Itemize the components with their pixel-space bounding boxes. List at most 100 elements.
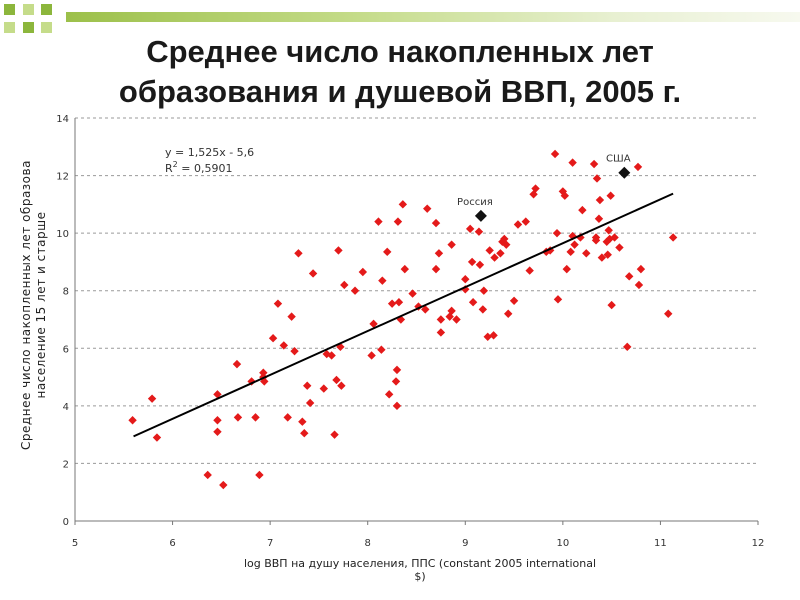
decor-square-3 bbox=[41, 4, 52, 15]
data-point bbox=[273, 299, 283, 308]
data-point bbox=[398, 200, 408, 209]
data-point bbox=[625, 272, 634, 281]
x-tick-label: 6 bbox=[169, 538, 175, 549]
data-point bbox=[319, 384, 329, 393]
data-point bbox=[485, 246, 494, 255]
data-point bbox=[594, 214, 604, 223]
data-point bbox=[337, 381, 346, 390]
data-point bbox=[597, 253, 607, 262]
x-tick-label: 8 bbox=[365, 538, 371, 549]
decor-square-1 bbox=[4, 4, 15, 15]
data-point bbox=[483, 332, 492, 341]
data-point bbox=[615, 243, 624, 252]
data-point bbox=[377, 345, 386, 354]
data-point bbox=[334, 246, 343, 255]
data-point bbox=[623, 342, 632, 352]
data-point bbox=[308, 269, 318, 278]
data-point bbox=[303, 381, 312, 390]
data-point bbox=[529, 190, 538, 199]
data-point bbox=[558, 187, 568, 196]
y-axis-label: Среднее число накопленных лет образова н… bbox=[19, 140, 49, 470]
data-point bbox=[393, 217, 403, 226]
data-point bbox=[369, 319, 378, 329]
data-point bbox=[502, 240, 511, 249]
data-point bbox=[467, 257, 477, 267]
data-point bbox=[607, 300, 616, 310]
data-point bbox=[591, 236, 601, 245]
data-point bbox=[327, 351, 336, 360]
data-point bbox=[213, 416, 222, 425]
data-point bbox=[147, 394, 157, 403]
data-point bbox=[513, 220, 523, 229]
data-point bbox=[592, 174, 602, 183]
decor-square-2 bbox=[23, 4, 34, 15]
data-point bbox=[474, 227, 484, 236]
y-tick-label: 10 bbox=[56, 229, 69, 240]
data-point bbox=[232, 359, 242, 369]
data-point bbox=[589, 159, 599, 169]
data-point bbox=[668, 233, 678, 242]
data-point bbox=[400, 264, 409, 274]
data-point bbox=[298, 417, 307, 426]
data-point bbox=[279, 341, 289, 350]
data-point bbox=[330, 430, 339, 439]
trend-layer bbox=[133, 192, 674, 438]
data-point bbox=[300, 429, 309, 438]
data-point bbox=[387, 299, 397, 308]
data-point bbox=[233, 413, 243, 422]
data-point bbox=[636, 264, 646, 274]
highlight-point bbox=[618, 166, 631, 179]
r-squared-value: = 0,5901 bbox=[178, 162, 233, 175]
data-point bbox=[290, 346, 299, 356]
data-point bbox=[634, 280, 644, 290]
highlight-label: Россия bbox=[457, 197, 493, 208]
data-point bbox=[128, 416, 137, 425]
data-point bbox=[350, 286, 360, 295]
data-point bbox=[332, 375, 341, 385]
data-point bbox=[578, 205, 587, 215]
title-line-2: образования и душевой ВВП, 2005 г. bbox=[118, 74, 682, 109]
data-point bbox=[490, 253, 499, 262]
data-point bbox=[452, 315, 461, 324]
data-point bbox=[560, 191, 570, 200]
data-point bbox=[475, 260, 485, 270]
data-point bbox=[610, 233, 619, 242]
data-point bbox=[431, 264, 441, 274]
data-point bbox=[383, 247, 392, 257]
data-point bbox=[219, 480, 228, 490]
y-tick-label: 2 bbox=[63, 459, 69, 470]
data-point bbox=[552, 228, 562, 238]
data-point bbox=[255, 470, 264, 480]
data-point bbox=[568, 158, 577, 167]
data-point bbox=[570, 240, 579, 249]
data-point bbox=[268, 334, 278, 343]
data-point bbox=[358, 267, 368, 277]
x-axis-label: log ВВП на душу населения, ППС (constant… bbox=[243, 557, 597, 583]
trendline bbox=[133, 192, 674, 438]
data-point bbox=[431, 218, 441, 228]
data-point bbox=[479, 286, 489, 295]
data-point bbox=[152, 433, 162, 442]
data-point bbox=[259, 368, 268, 377]
data-point bbox=[340, 280, 349, 290]
data-point bbox=[436, 328, 446, 337]
data-point bbox=[392, 401, 402, 411]
data-point bbox=[603, 250, 612, 259]
data-point bbox=[606, 191, 615, 200]
data-point bbox=[664, 309, 673, 318]
r-squared-symbol: R bbox=[165, 162, 173, 175]
data-point bbox=[553, 295, 563, 304]
data-point bbox=[550, 149, 560, 159]
data-point bbox=[367, 351, 376, 360]
data-point bbox=[562, 264, 571, 274]
points-layer bbox=[128, 149, 678, 490]
data-point bbox=[604, 226, 613, 235]
data-point bbox=[213, 427, 222, 436]
data-point bbox=[447, 306, 456, 316]
data-point bbox=[504, 309, 513, 318]
data-point bbox=[203, 470, 212, 480]
decor-square-4 bbox=[4, 22, 15, 33]
x-tick-label: 9 bbox=[462, 538, 468, 549]
r-squared-label: R2 = 0,5901 bbox=[165, 160, 232, 175]
